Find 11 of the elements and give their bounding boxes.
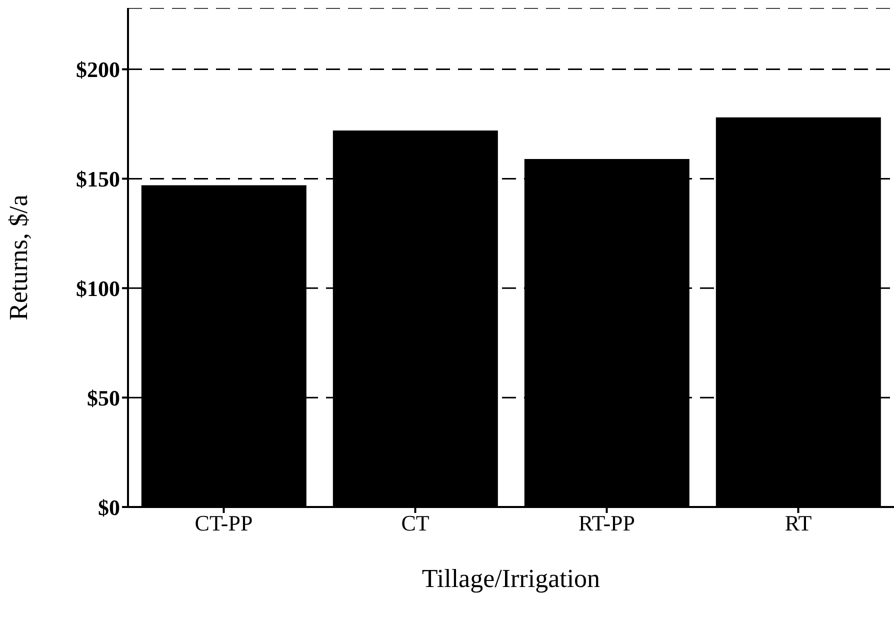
y-axis-title: Returns, $/a (4, 194, 34, 320)
y-tick-label: $150 (76, 166, 120, 192)
y-tick-label: $0 (98, 494, 120, 520)
x-tick-label: CT-PP (194, 510, 253, 536)
y-tick-label: $200 (76, 57, 120, 82)
x-tick-label: RT-PP (578, 510, 636, 536)
y-tick-label: $50 (87, 385, 120, 410)
x-tick-label: CT (401, 510, 430, 536)
x-axis-title: Tillage/Irrigation (422, 564, 600, 593)
y-tick-label: $100 (76, 276, 120, 301)
x-tick-label: RT (784, 510, 812, 536)
